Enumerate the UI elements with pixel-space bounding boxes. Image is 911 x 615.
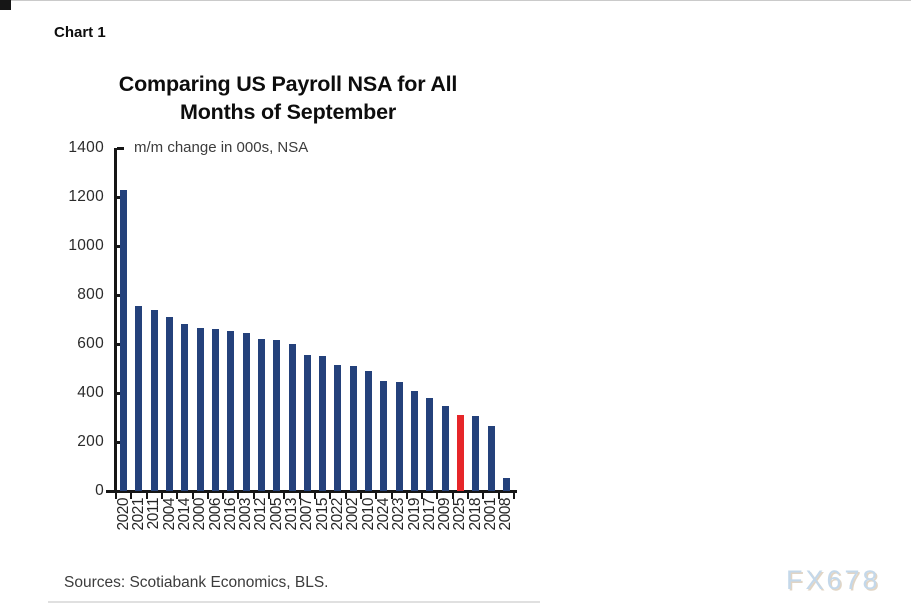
x-axis-tick (359, 493, 362, 499)
x-axis-tick (283, 493, 286, 499)
bar-2012 (257, 339, 265, 491)
y-tick-label: 800 (77, 286, 104, 303)
x-axis-line (106, 490, 517, 493)
y-tick-label: 0 (95, 482, 104, 499)
x-axis-tick (298, 493, 301, 499)
x-axis-tick (436, 493, 439, 499)
bar-2016 (227, 330, 235, 491)
x-axis-tick (222, 493, 225, 499)
y-tick-label: 200 (77, 433, 104, 450)
x-axis-tick (451, 493, 454, 499)
bar-2002 (349, 366, 357, 491)
bar-2008 (502, 477, 510, 491)
bar-2010 (365, 370, 373, 491)
y-tick-label: 400 (77, 384, 104, 401)
x-axis-tick (160, 493, 163, 499)
chart-subtitle: m/m change in 000s, NSA (134, 139, 309, 156)
bar-2013 (288, 344, 296, 491)
x-axis-tick (176, 493, 179, 499)
chart-title: Comparing US Payroll NSA for All Months … (118, 72, 458, 124)
bar-2019 (411, 390, 418, 491)
x-axis-tick (329, 493, 332, 499)
bar-2007 (303, 355, 311, 491)
y-tick-label: 1400 (68, 139, 104, 156)
x-axis-tick (482, 493, 485, 499)
top-corner-mark (0, 0, 11, 10)
bar-2005 (273, 340, 281, 491)
y-tick-label: 1000 (68, 237, 104, 254)
y-axis-line (114, 148, 117, 493)
bar-2018 (472, 416, 480, 491)
y-axis-tick (117, 147, 124, 150)
bar-2025 (456, 415, 464, 491)
bar-2021 (135, 306, 143, 491)
bar-2001 (487, 426, 495, 491)
chart-number-label: Chart 1 (54, 24, 106, 41)
bar-2022 (334, 364, 342, 491)
bar-2024 (380, 380, 388, 491)
bar-2014 (181, 324, 189, 491)
bar-2006 (212, 329, 219, 491)
x-axis-tick (421, 493, 424, 499)
x-axis-tick (130, 493, 133, 499)
x-axis-tick (513, 493, 515, 499)
bar-2020 (120, 189, 128, 491)
x-axis-tick (390, 493, 393, 499)
watermark: FX678 (786, 565, 881, 595)
top-edge-line (0, 0, 911, 1)
x-axis-tick (268, 493, 271, 499)
x-axis-tick (115, 493, 117, 499)
bar-2003 (242, 332, 250, 491)
x-axis-tick (375, 493, 378, 499)
bar-2004 (166, 317, 174, 491)
bar-2023 (395, 381, 403, 491)
y-tick-label: 600 (77, 335, 104, 352)
bottom-divider (48, 601, 540, 603)
x-axis-tick (206, 493, 209, 499)
x-axis-tick (497, 493, 500, 499)
bar-2011 (150, 309, 158, 491)
x-axis-tick (252, 493, 255, 499)
bar-2000 (196, 328, 204, 491)
y-tick-label: 1200 (68, 188, 104, 205)
bar-2009 (441, 406, 449, 491)
x-axis-tick (344, 493, 347, 499)
x-axis-tick (467, 493, 470, 499)
bar-2017 (426, 397, 434, 491)
x-tick-label-2008: 2008 (497, 498, 515, 531)
x-axis-tick (314, 493, 316, 499)
x-axis-tick (405, 493, 408, 499)
x-axis-tick (237, 493, 240, 499)
x-axis-tick (145, 493, 148, 499)
x-axis-tick (191, 493, 194, 499)
source-note: Sources: Scotiabank Economics, BLS. (64, 574, 329, 591)
bar-2015 (319, 356, 327, 491)
